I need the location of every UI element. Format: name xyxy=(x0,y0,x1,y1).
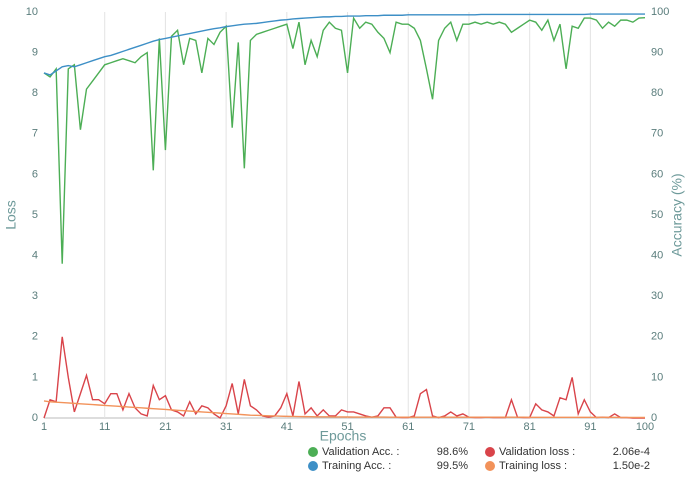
y-tick-label: 1 xyxy=(32,371,38,383)
x-tick-label: 71 xyxy=(463,421,475,433)
y-tick-label: 9 xyxy=(32,47,38,59)
y-axis-title: Loss xyxy=(3,200,19,230)
y2-tick-label: 30 xyxy=(651,290,663,302)
y2-tick-label: 40 xyxy=(651,250,663,262)
y-tick-label: 8 xyxy=(32,87,38,99)
series-line xyxy=(43,400,645,419)
x-tick-label: 100 xyxy=(636,421,654,433)
y2-tick-label: 60 xyxy=(651,168,663,180)
y-tick-label: 5 xyxy=(32,209,38,221)
series-line xyxy=(43,336,646,420)
series-line xyxy=(43,15,646,264)
x-axis-title: Epochs xyxy=(320,428,367,444)
series-line xyxy=(43,13,645,76)
legend-marker xyxy=(485,461,495,471)
y-tick-label: 10 xyxy=(26,6,38,18)
y2-tick-label: 20 xyxy=(651,331,663,343)
y2-tick-label: 80 xyxy=(651,87,663,99)
x-tick-label: 41 xyxy=(281,421,293,433)
y2-tick-label: 0 xyxy=(651,412,657,424)
y-tick-label: 3 xyxy=(32,290,38,302)
legend-marker xyxy=(308,447,318,457)
y2-tick-label: 10 xyxy=(651,371,663,383)
legend-label: Training Acc. : xyxy=(322,460,391,472)
x-tick-label: 81 xyxy=(524,421,536,433)
y2-tick-label: 70 xyxy=(651,128,663,140)
x-tick-label: 51 xyxy=(341,421,353,433)
legend: Validation Acc. : 98.6% Training Acc. : 99.… xyxy=(308,446,650,472)
legend-value: 98.6% xyxy=(437,446,468,458)
legend-label: Validation Acc. : xyxy=(322,446,399,458)
y2-axis-title: Accuracy (%) xyxy=(669,173,685,256)
legend-value: 1.50e-2 xyxy=(613,460,650,472)
x-tick-label: 21 xyxy=(159,421,171,433)
x-tick-label: 11 xyxy=(99,421,110,433)
y-tick-label: 6 xyxy=(32,168,38,180)
y-tick-label: 0 xyxy=(32,412,38,424)
y2-tick-label: 100 xyxy=(651,6,669,18)
y2-tick-label: 50 xyxy=(651,209,663,221)
legend-value: 2.06e-4 xyxy=(613,446,650,458)
y2-tick-label: 90 xyxy=(651,47,663,59)
legend-marker xyxy=(308,461,318,471)
y-tick-label: 2 xyxy=(32,331,38,343)
y-tick-label: 4 xyxy=(32,250,38,262)
x-tick-label: 91 xyxy=(584,421,596,433)
legend-value: 99.5% xyxy=(437,460,468,472)
y-tick-label: 7 xyxy=(32,128,38,140)
x-tick-label: 31 xyxy=(220,421,232,433)
legend-marker xyxy=(485,447,495,457)
x-tick-label: 61 xyxy=(402,421,414,433)
x-tick-label: 1 xyxy=(41,421,47,433)
legend-label: Validation loss : xyxy=(499,446,575,458)
legend-label: Training loss : xyxy=(499,460,567,472)
